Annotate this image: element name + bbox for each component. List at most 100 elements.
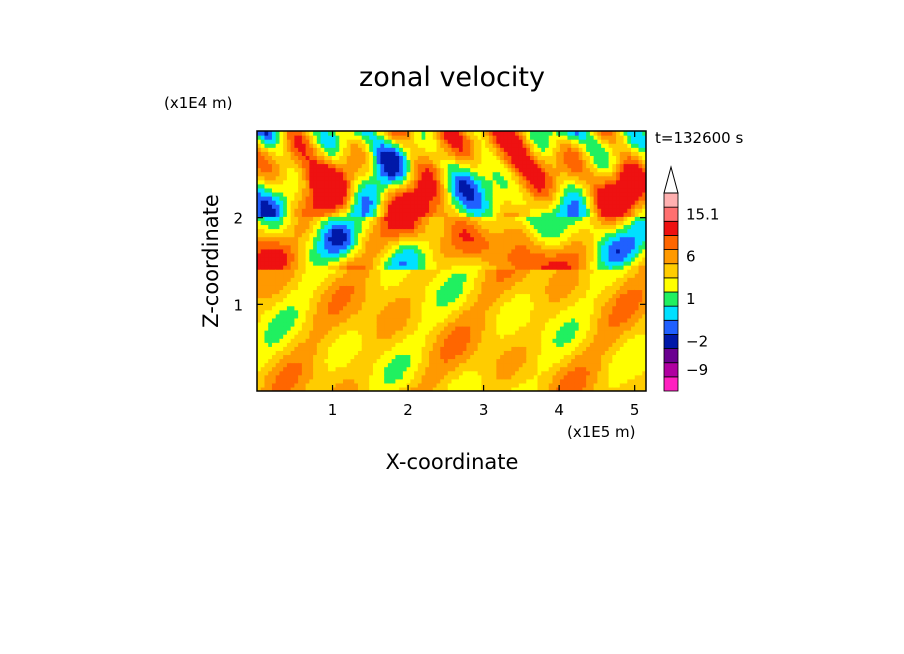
field-cell — [387, 317, 393, 323]
field-cell — [343, 171, 348, 177]
field-cell — [343, 326, 348, 331]
field-cell — [488, 386, 494, 391]
field-cell — [365, 293, 370, 299]
field-cell — [298, 248, 303, 254]
field-cell — [387, 232, 393, 238]
field-cell — [357, 317, 363, 323]
field-cell — [488, 265, 494, 270]
field-cell — [313, 334, 318, 339]
field-cell — [458, 163, 464, 169]
field-cell — [372, 273, 378, 278]
field-cell — [283, 285, 288, 291]
field-cell — [451, 362, 456, 368]
field-cell — [488, 135, 494, 140]
field-cell — [537, 167, 542, 173]
field-cell — [518, 334, 524, 339]
field-cell — [488, 269, 494, 274]
field-cell — [402, 228, 408, 234]
field-cell — [526, 386, 531, 391]
field-cell — [283, 167, 288, 173]
field-cell — [350, 147, 355, 152]
field-cell — [496, 167, 501, 173]
field-cell — [470, 179, 475, 185]
field-cell — [406, 212, 411, 217]
field-cell — [313, 187, 318, 193]
field-cell — [447, 273, 453, 278]
field-cell — [305, 244, 310, 250]
field-cell — [320, 342, 325, 347]
field-cell — [451, 317, 456, 323]
field-cell — [481, 179, 486, 185]
field-cell — [470, 358, 475, 364]
field-cell — [380, 155, 385, 161]
field-cell — [425, 131, 430, 136]
field-cell — [406, 269, 411, 274]
field-cell — [500, 212, 505, 217]
field-cell — [331, 334, 337, 339]
field-cell — [518, 321, 524, 327]
field-cell — [530, 244, 535, 250]
field-cell — [339, 200, 344, 205]
field-cell — [271, 204, 277, 209]
field-cell — [488, 151, 494, 156]
field-cell — [264, 248, 269, 254]
field-cell — [346, 317, 352, 323]
field-cell — [466, 362, 471, 368]
field-cell — [343, 338, 348, 343]
field-cell — [444, 358, 449, 364]
field-cell — [372, 248, 378, 254]
field-cell — [421, 228, 426, 234]
field-cell — [343, 204, 348, 209]
field-cell — [425, 187, 430, 193]
field-cell — [473, 248, 479, 254]
field-cell — [260, 293, 266, 299]
field-cell — [316, 240, 322, 246]
field-cell — [301, 151, 307, 156]
field-cell — [372, 212, 378, 217]
field-cell — [384, 212, 389, 217]
field-cell — [503, 277, 509, 282]
field-cell — [414, 212, 419, 217]
field-cell — [257, 216, 262, 221]
field-cell — [328, 220, 333, 226]
field-cell — [436, 354, 441, 360]
field-cell — [488, 196, 494, 201]
field-cell — [395, 281, 400, 286]
field-cell — [335, 346, 340, 351]
field-cell — [545, 269, 550, 274]
field-cell — [511, 208, 516, 213]
field-cell — [462, 289, 468, 295]
field-cell — [485, 244, 490, 250]
field-cell — [429, 277, 434, 282]
field-cell — [530, 378, 535, 384]
field-cell — [309, 313, 314, 319]
field-cell — [406, 236, 411, 242]
field-cell — [365, 342, 370, 347]
field-cell — [294, 179, 299, 185]
field-cell — [275, 293, 281, 299]
field-cell — [271, 326, 277, 331]
field-cell — [320, 350, 325, 356]
field-cell — [488, 334, 494, 339]
field-cell — [432, 131, 438, 136]
field-cell — [481, 269, 486, 274]
field-cell — [406, 354, 411, 360]
field-cell — [369, 163, 374, 169]
field-cell — [372, 208, 378, 213]
field-cell — [376, 143, 382, 148]
field-cell — [365, 305, 370, 311]
field-cell — [369, 252, 374, 258]
field-cell — [436, 362, 441, 368]
field-cell — [387, 386, 393, 391]
field-cell — [376, 135, 382, 140]
field-cell — [331, 212, 337, 217]
field-cell — [361, 354, 367, 360]
field-cell — [421, 346, 426, 351]
field-cell — [496, 204, 501, 209]
field-cell — [541, 151, 546, 156]
field-cell — [466, 334, 471, 339]
field-cell — [264, 354, 269, 360]
field-cell — [335, 147, 340, 152]
field-cell — [384, 317, 389, 323]
